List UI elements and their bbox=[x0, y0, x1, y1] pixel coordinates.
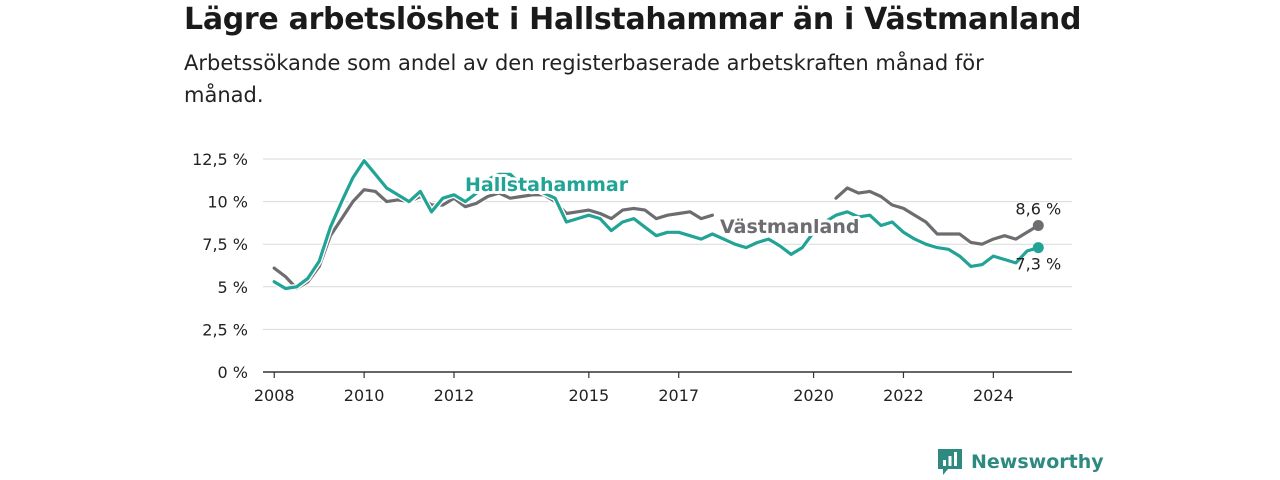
series-line-vastmanland bbox=[834, 186, 1040, 246]
series-label-hallstahammar: Hallstahammar bbox=[465, 174, 629, 196]
series-line-vastmanland bbox=[272, 188, 714, 291]
x-axis-ticks: 2008 2010 2012 2015 2017 2020 2022 2024 bbox=[254, 371, 1072, 405]
x-tick-label: 2012 bbox=[434, 386, 475, 405]
grid-lines bbox=[263, 158, 1072, 330]
chart-title: Lägre arbetslöshet i Hallstahammar än i … bbox=[184, 2, 1082, 37]
series-halo bbox=[271, 157, 1042, 292]
series-labels: 8,6 % 7,3 % Hallstahammar Västmanland bbox=[462, 171, 1061, 274]
end-label-hallstahammar: 7,3 % bbox=[1015, 255, 1061, 274]
chart-subtitle: Arbetssökande som andel av den registerb… bbox=[184, 51, 984, 107]
y-tick-label: 7,5 % bbox=[202, 235, 248, 254]
y-axis-ticks: 0 % 2,5 % 5 % 7,5 % 10 % 12,5 % bbox=[192, 150, 248, 382]
x-tick-label: 2024 bbox=[973, 386, 1014, 405]
end-point-hallstahammar bbox=[1032, 242, 1044, 254]
x-tick-label: 2015 bbox=[568, 386, 609, 405]
y-tick-label: 10 % bbox=[207, 193, 248, 212]
x-tick-label: 2010 bbox=[344, 386, 385, 405]
newsworthy-brand: Newsworthy bbox=[938, 449, 1104, 475]
y-tick-label: 0 % bbox=[218, 363, 248, 382]
y-tick-label: 2,5 % bbox=[202, 320, 248, 339]
x-tick-label: 2017 bbox=[658, 386, 699, 405]
y-tick-label: 12,5 % bbox=[192, 150, 248, 169]
end-point-vastmanland bbox=[1032, 219, 1044, 231]
series-line-hallstahammar bbox=[272, 159, 1040, 291]
series-lines bbox=[271, 157, 1042, 292]
end-label-vastmanland: 8,6 % bbox=[1015, 199, 1061, 218]
x-tick-label: 2008 bbox=[254, 386, 295, 405]
x-tick-label: 2020 bbox=[793, 386, 834, 405]
series-label-vastmanland: Västmanland bbox=[720, 216, 860, 238]
brand-name: Newsworthy bbox=[971, 451, 1104, 473]
x-tick-label: 2022 bbox=[883, 386, 924, 405]
y-tick-label: 5 % bbox=[218, 278, 248, 297]
bar-chart-icon bbox=[938, 449, 962, 475]
